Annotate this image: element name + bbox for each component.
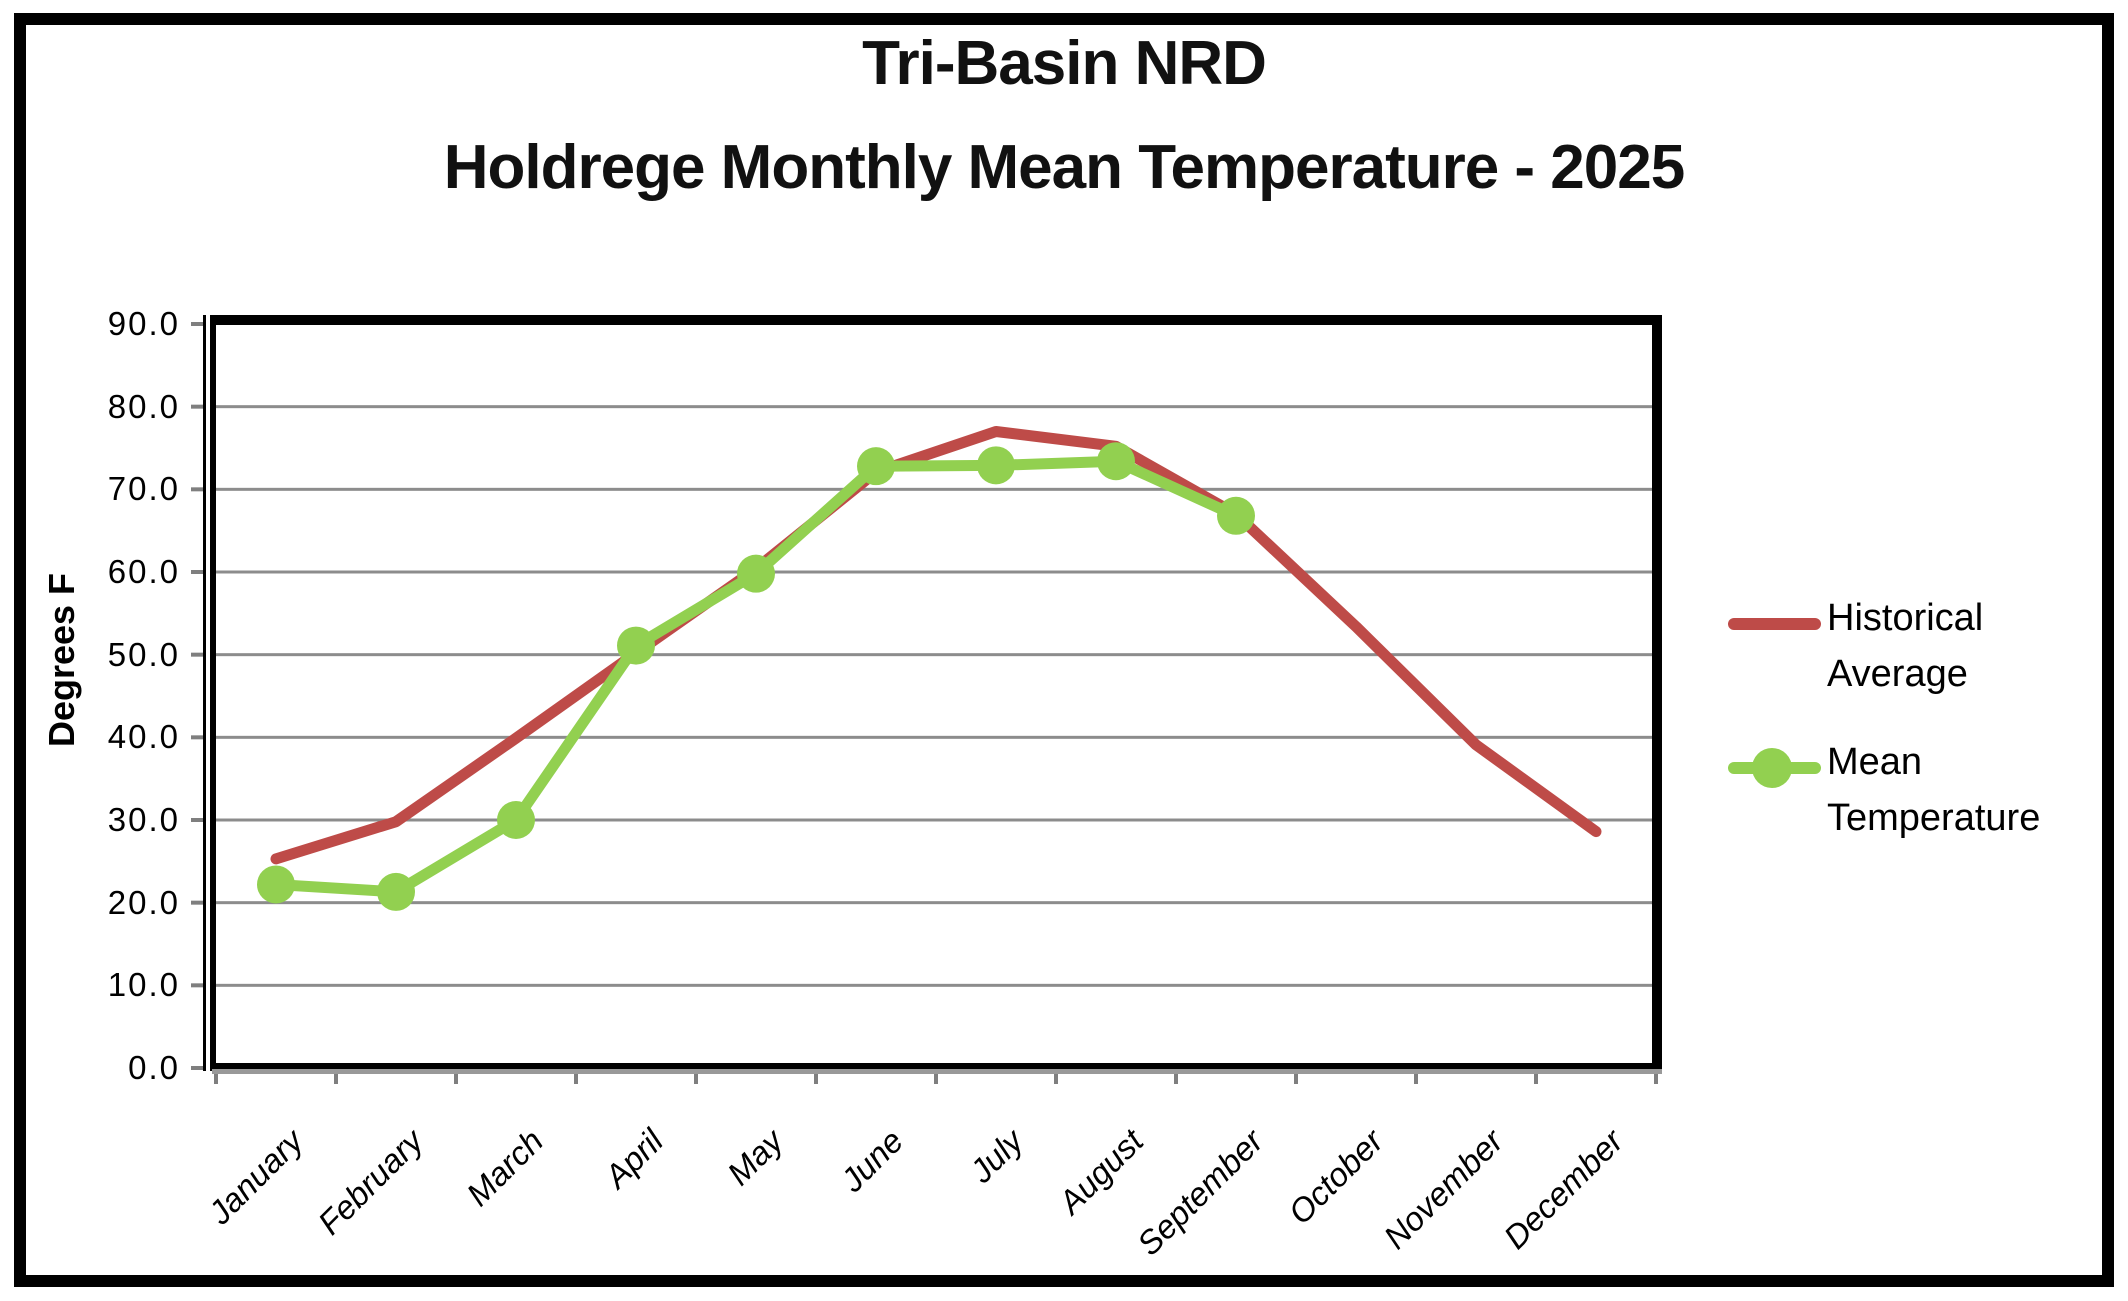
y-axis-tick-label: 0.0 [128,1049,180,1086]
data-point-marker-mean-temperature [617,626,655,665]
legend-label-line: Mean [1827,741,1923,783]
x-axis-shadow [212,1069,1662,1074]
y-axis-tick [191,322,205,326]
data-point-marker-mean-temperature [737,554,775,593]
x-axis-tick [814,1068,818,1084]
data-point-marker-mean-temperature [497,801,535,839]
series-line-historical-average [270,426,1602,865]
plot-border-top [210,315,1662,325]
x-axis-tick [934,1068,938,1084]
x-axis-tick [1174,1068,1178,1084]
data-point-marker-mean-temperature [377,872,415,911]
x-axis-tick [694,1068,698,1084]
x-axis-line [210,1063,1662,1069]
y-axis-tick [191,404,205,409]
x-axis-tick [214,1068,218,1084]
legend-label-line: Historical [1827,597,1984,639]
y-axis-line [210,315,216,1071]
legend-label-line: Temperature [1827,797,2041,839]
y-axis-tick-label: 50.0 [107,635,180,673]
plot-border-right [1652,315,1662,1073]
data-point-marker-mean-temperature [857,447,895,486]
y-axis-tick [191,487,205,492]
gridline [216,983,1656,987]
y-axis-tick [191,900,205,905]
x-axis-tick [334,1068,338,1084]
y-axis-tick-label: 40.0 [107,718,180,756]
chart-title-line-1: Tri-Basin NRD [862,29,1267,98]
y-axis-tick [191,570,205,574]
y-axis-tick [191,652,205,657]
gridline [216,653,1656,657]
y-axis-title: Degrees F [41,572,82,748]
y-axis-tick-label: 30.0 [107,801,180,838]
y-axis-tick-label: 20.0 [107,883,180,921]
y-axis-tick-label: 70.0 [107,470,180,508]
y-axis-tick [191,1066,205,1070]
series-line-mean-temperature [270,455,1242,898]
y-axis-tick-label: 10.0 [107,966,180,1004]
legend-label-line: Average [1827,653,1968,695]
y-axis-tick-label: 90.0 [107,305,180,342]
data-point-marker-mean-temperature [1217,496,1255,535]
y-axis-tick-label: 60.0 [107,553,180,590]
legend-label-historical-average: Historical Average [1827,590,1983,702]
legend-swatch-historical-average [1728,618,1821,630]
y-axis-tick [191,983,205,988]
x-axis-tick [1534,1068,1538,1084]
y-axis-tick [191,735,205,740]
figure-border [14,13,2114,1287]
y-axis-outer-line [203,315,206,1071]
gridline [216,405,1656,409]
legend-label-mean-temperature: Mean Temperature [1827,734,2040,846]
legend: Historical Average Mean Temperature [1725,597,2105,898]
gridline [216,735,1656,739]
data-point-marker-mean-temperature [1097,442,1135,481]
gridline [216,487,1656,491]
y-axis-tick [191,818,205,822]
chart-title-line-2: Holdrege Monthly Mean Temperature - 2025 [443,133,1685,202]
data-point-marker-mean-temperature [977,446,1015,485]
x-axis-tick [1414,1068,1418,1084]
gridline [216,818,1656,822]
x-axis-tick [1294,1068,1298,1084]
x-axis-tick [574,1068,578,1084]
legend-marker-dot [1752,748,1792,788]
data-point-marker-mean-temperature [257,865,295,904]
y-axis-tick-label: 80.0 [107,387,180,425]
gridline [216,570,1656,574]
x-axis-tick [1654,1068,1658,1084]
x-axis-tick [454,1068,458,1084]
x-axis-tick [1054,1068,1058,1084]
gridline [216,901,1656,905]
